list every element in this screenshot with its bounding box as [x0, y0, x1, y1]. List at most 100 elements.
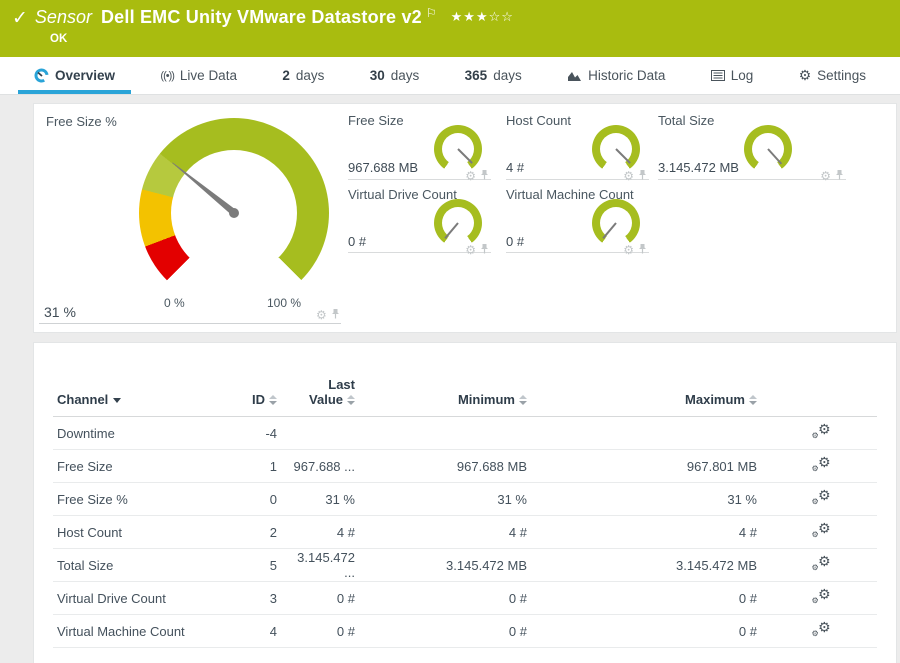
table-row-virtual-drive-count[interactable]: Virtual Drive Count 3 0 # 0 # 0 # ⚙ ⚙	[53, 581, 877, 615]
gauge-settings-gear-icon[interactable]: ⚙	[623, 243, 634, 257]
small-gauge-virtual-drive-count: Virtual Drive Count 0 # ⚙	[348, 187, 491, 257]
tab-number: 2	[282, 68, 290, 83]
tab-label: days	[390, 68, 420, 83]
tab-historic-data[interactable]: Historic Data	[559, 57, 673, 94]
channel-settings-gears-icon[interactable]: ⚙ ⚙	[811, 487, 831, 506]
gauge-pin-icon[interactable]	[480, 167, 489, 185]
channel-last-value: 4 #	[285, 515, 363, 549]
table-row-total-size[interactable]: Total Size 5 3.145.472 ... 3.145.472 MB …	[53, 548, 877, 582]
sort-icon	[519, 394, 527, 405]
gauge-icon	[34, 68, 49, 83]
channel-name: Host Count	[53, 515, 233, 549]
sort-desc-icon	[113, 398, 122, 404]
gauge-pin-icon[interactable]	[638, 241, 647, 259]
tab-2-days[interactable]: 2 days	[274, 57, 332, 94]
gauge-pin-icon[interactable]	[480, 241, 489, 259]
small-gauge-host-count: Host Count 4 # ⚙	[506, 113, 649, 183]
channel-name: Total Size	[53, 548, 233, 582]
column-header-minimum[interactable]: Minimum	[363, 377, 535, 417]
sensor-status-bar: ✓ Sensor Dell EMC Unity VMware Datastore…	[0, 0, 900, 57]
table-row-free-size-pct[interactable]: Free Size % 0 31 % 31 % 31 % ⚙ ⚙	[53, 482, 877, 516]
channel-settings-gears-icon[interactable]: ⚙ ⚙	[811, 553, 831, 572]
channel-settings-gears-icon[interactable]: ⚙ ⚙	[811, 520, 831, 539]
channel-last-value: 967.688 ...	[285, 449, 363, 483]
priority-stars[interactable]: ★★★☆☆	[450, 9, 514, 24]
channel-id: 1	[233, 449, 285, 483]
channel-id: 4	[233, 614, 285, 648]
sort-icon	[269, 394, 277, 405]
table-row-free-size[interactable]: Free Size 1 967.688 ... 967.688 MB 967.8…	[53, 449, 877, 483]
gauge-pin-icon[interactable]	[835, 167, 844, 185]
column-header-channel[interactable]: Channel	[53, 377, 233, 417]
status-badge: OK	[50, 33, 68, 45]
tab-overview[interactable]: Overview	[17, 57, 132, 94]
channel-last-value: 0 #	[285, 614, 363, 648]
gauge-settings-gear-icon[interactable]: ⚙	[465, 169, 476, 183]
channel-settings-gears-icon[interactable]: ⚙ ⚙	[811, 586, 831, 605]
tab-label: Overview	[55, 68, 116, 83]
channel-minimum: 967.688 MB	[363, 449, 535, 483]
channel-last-value: 31 %	[285, 482, 363, 516]
flag-icon[interactable]: ⚐	[425, 6, 437, 20]
tab-365-days[interactable]: 365 days	[457, 57, 530, 94]
tab-settings[interactable]: ⚙ Settings	[791, 57, 874, 94]
page-title: Dell EMC Unity VMware Datastore v2	[100, 7, 422, 27]
chart-icon	[567, 70, 582, 82]
table-row-host-count[interactable]: Host Count 2 4 # 4 # 4 # ⚙ ⚙	[53, 515, 877, 549]
gauge-settings-gear-icon[interactable]: ⚙	[623, 169, 634, 183]
channel-minimum: 0 #	[363, 581, 535, 615]
column-header-id[interactable]: ID	[233, 377, 285, 417]
tab-label: days	[295, 68, 325, 83]
status-ok-check-icon: ✓	[12, 8, 28, 29]
channel-maximum: 0 #	[535, 614, 765, 648]
column-header-actions	[765, 377, 877, 417]
gauges-panel: Free Size % 0 % 100 % 31 % ⚙ Free Size 9…	[33, 103, 897, 333]
small-gauge-value: 967.688 MB	[348, 160, 419, 175]
primary-gauge	[139, 118, 329, 308]
table-header-row: Channel ID Last Value Minimum Maximum	[53, 377, 877, 417]
channel-id: 2	[233, 515, 285, 549]
tab-log[interactable]: Log	[703, 57, 762, 94]
column-header-maximum[interactable]: Maximum	[535, 377, 765, 417]
channel-maximum: 3.145.472 MB	[535, 548, 765, 582]
tab-label: Live Data	[179, 68, 237, 83]
channel-minimum	[363, 416, 535, 450]
gauge-settings-gear-icon[interactable]: ⚙	[316, 308, 327, 322]
small-gauge-title: Virtual Machine Count	[506, 187, 634, 202]
primary-gauge-min-label: 0 %	[164, 296, 185, 310]
object-kind-label: Sensor	[34, 7, 92, 27]
gauge-settings-gear-icon[interactable]: ⚙	[465, 243, 476, 257]
tab-number: 30	[369, 68, 385, 83]
primary-gauge-title: Free Size %	[46, 114, 117, 129]
sort-icon	[749, 394, 757, 405]
tab-live-data[interactable]: ((•)) Live Data	[152, 57, 245, 94]
channel-last-value: 3.145.472 ...	[285, 548, 363, 582]
channel-name: Free Size	[53, 449, 233, 483]
channel-maximum: 4 #	[535, 515, 765, 549]
gear-icon: ⚙	[798, 67, 812, 83]
channel-id: 0	[233, 482, 285, 516]
channel-name: Virtual Machine Count	[53, 614, 233, 648]
tab-30-days[interactable]: 30 days	[362, 57, 428, 94]
small-gauge-title: Free Size	[348, 113, 404, 128]
channel-maximum: 31 %	[535, 482, 765, 516]
channel-settings-gears-icon[interactable]: ⚙ ⚙	[811, 454, 831, 473]
tab-label: Historic Data	[588, 68, 666, 83]
channel-settings-gears-icon[interactable]: ⚙ ⚙	[811, 619, 831, 638]
gauge-pin-icon[interactable]	[638, 167, 647, 185]
tab-label: Settings	[817, 68, 866, 83]
column-header-last-value[interactable]: Last Value	[285, 377, 363, 417]
channel-settings-gears-icon[interactable]: ⚙ ⚙	[811, 421, 831, 440]
channel-minimum: 3.145.472 MB	[363, 548, 535, 582]
gauge-pin-icon[interactable]	[331, 306, 340, 324]
table-row-downtime[interactable]: Downtime -4 ⚙ ⚙	[53, 416, 877, 450]
small-gauge-title: Virtual Drive Count	[348, 187, 457, 202]
table-row-virtual-machine-count[interactable]: Virtual Machine Count 4 0 # 0 # 0 # ⚙ ⚙	[53, 614, 877, 648]
gauge-settings-gear-icon[interactable]: ⚙	[820, 169, 831, 183]
sort-icon	[347, 394, 355, 405]
channel-maximum: 967.801 MB	[535, 449, 765, 483]
channel-table: Channel ID Last Value Minimum Maximum	[53, 377, 877, 648]
small-gauge-title: Host Count	[506, 113, 572, 128]
channel-maximum	[535, 416, 765, 450]
